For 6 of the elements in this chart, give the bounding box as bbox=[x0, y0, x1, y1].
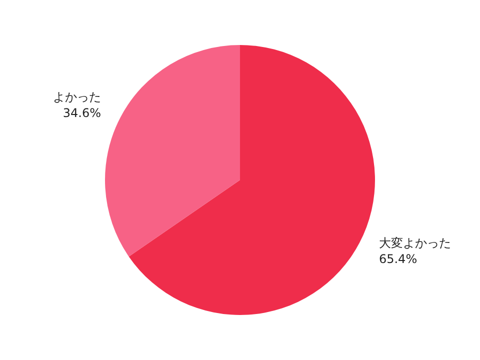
data-label: 34.6% bbox=[62, 106, 102, 120]
pie-slice bbox=[105, 45, 240, 257]
pie-slice bbox=[128, 45, 375, 315]
data-label: 65.4% bbox=[378, 252, 418, 266]
slice-label: 大変よかった bbox=[378, 236, 451, 250]
slice-label: よかった bbox=[53, 90, 102, 104]
